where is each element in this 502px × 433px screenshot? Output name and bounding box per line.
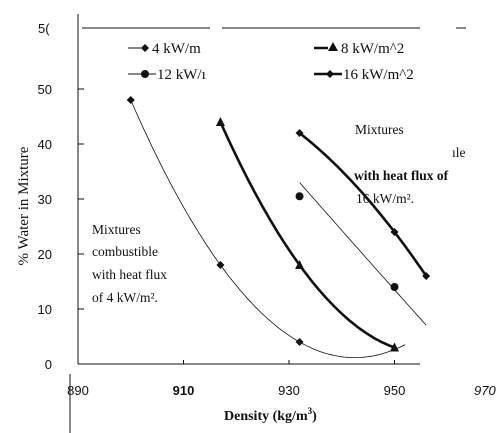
annotation-16kw-line-2: ıle [452,145,466,160]
x-tick-label: 930 [278,383,300,398]
series-4 [295,129,431,280]
data-point-triangle [390,342,399,352]
legend-marker-diamond-icon [326,70,334,78]
legend: 4 kW/m 8 kW/m^2 12 kW/ı 16 kW/m^2 [128,41,414,83]
series-1 [126,96,406,358]
x-tick-label: 950 [384,383,406,398]
y-tick-label: 0 [45,357,52,372]
legend-item-16kw: 16 kW/m^2 [314,67,414,83]
x-tick-label: 910 [173,383,195,398]
x-tick-label: 970 [474,383,496,398]
data-point-circle [390,283,399,291]
y-tick-label: 30 [38,192,52,207]
y-ticks: 0 10 20 30 40 50 [38,82,84,372]
legend-item-12kw: 12 kW/ı [128,67,206,83]
annotation-4kw-line-1: Mixtures [92,222,141,237]
data-point-diamond [295,129,304,137]
legend-marker-circle-icon [141,70,149,78]
legend-item-4kw: 4 kW/m [128,41,201,57]
data-point-diamond [216,261,225,269]
y-axis-label: % Water in Mixture [16,146,32,265]
data-point-triangle [295,260,305,269]
data-point-circle [295,192,304,201]
annotation-16kw-line-4: 16 kW/m². [356,191,414,206]
annotation-16kw-line-3: with heat flux of [354,168,449,183]
legend-label-4kw: 4 kW/m [152,41,201,57]
legend-item-8kw: 8 kW/m^2 [314,41,404,57]
series-line [299,182,427,326]
series-line [130,99,406,358]
x-tick-label: 890 [67,383,89,398]
x-axis-label-sup: 3 [308,406,313,416]
series-line [219,121,395,349]
x-ticks: 890 910 930 950 970 [67,360,496,398]
legend-label-12kw: 12 kW/ı [157,67,206,83]
y-tick-label: 40 [38,137,52,152]
annotation-16kw-line-1: Mixtures [355,122,404,137]
series-2 [215,117,399,352]
annotation-4kw: Mixtures combustible with heat flux of 4… [92,222,167,305]
annotation-4kw-line-2: combustible [92,244,158,259]
data-point-diamond [422,272,431,280]
y-tick-label-top: 5( [38,21,50,36]
annotation-16kw: Mixtures ıle with heat flux of 16 kW/m². [354,122,466,206]
annotation-4kw-line-3: with heat flux [92,267,167,282]
series-line [298,131,428,277]
annotation-4kw-line-4: of 4 kW/m². [92,290,158,305]
legend-marker-triangle-icon [328,42,338,51]
legend-label-16kw: 16 kW/m^2 [343,67,414,83]
x-axis-label-close: ) [312,409,317,424]
legend-label-8kw: 8 kW/m^2 [341,41,404,57]
x-axis-label: Density (kg/m3) [224,406,317,424]
legend-marker-diamond-icon [141,44,149,52]
y-tick-label: 50 [38,82,52,97]
data-point-diamond [126,96,135,104]
series-layer [126,96,431,358]
data-point-diamond [295,338,304,346]
y-tick-label: 10 [38,302,52,317]
y-tick-label: 20 [38,247,52,262]
data-point-diamond [390,228,399,236]
series-3 [295,182,427,326]
data-point-triangle [215,117,225,126]
